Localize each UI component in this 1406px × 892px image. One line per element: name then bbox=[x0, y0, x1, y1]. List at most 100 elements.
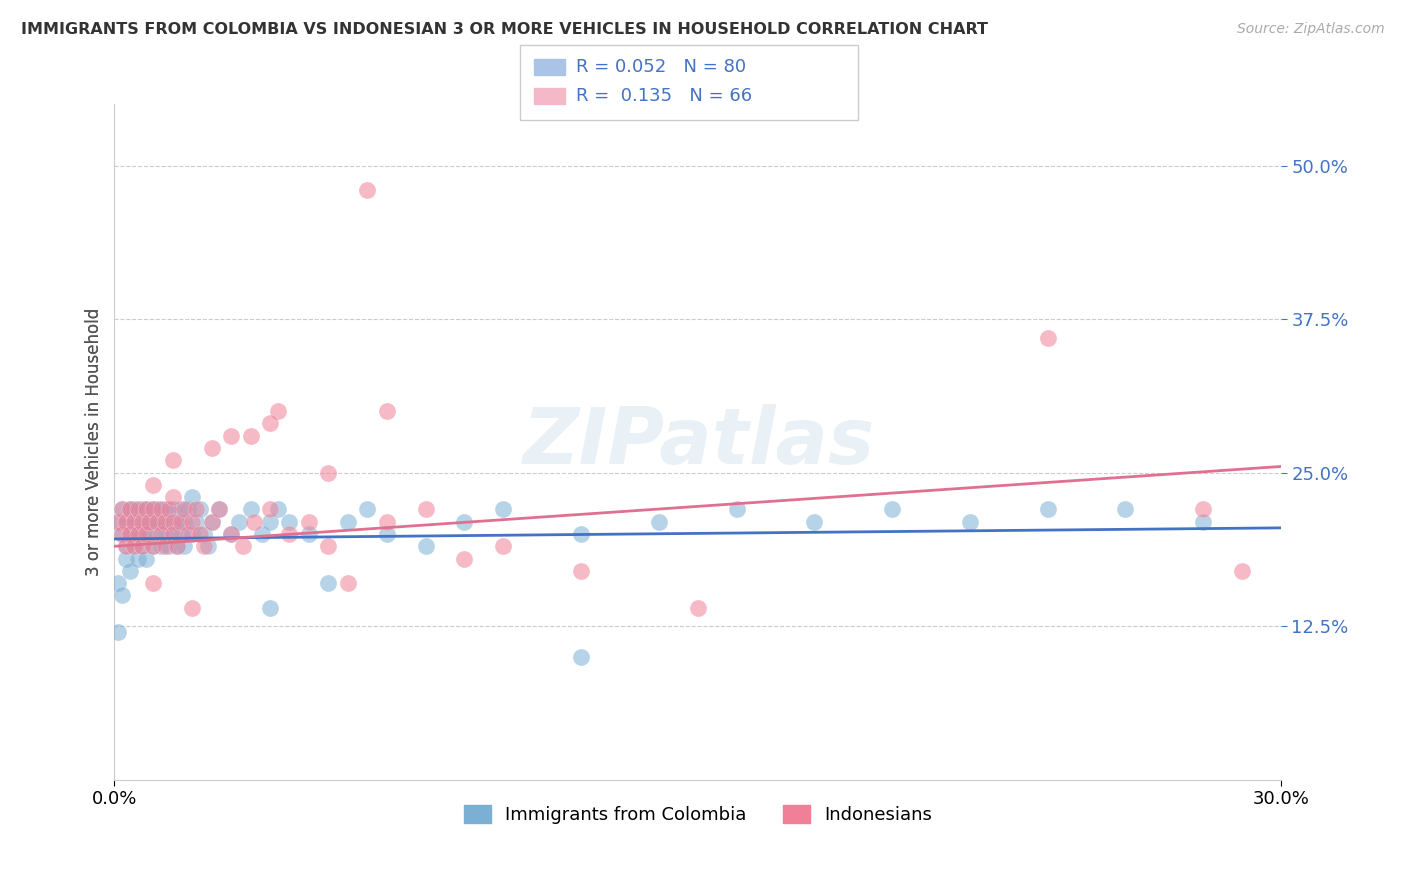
Text: R = 0.052   N = 80: R = 0.052 N = 80 bbox=[576, 58, 747, 76]
Point bbox=[142, 576, 165, 591]
Point bbox=[177, 527, 200, 541]
Point bbox=[122, 515, 145, 529]
Point bbox=[181, 490, 204, 504]
Point bbox=[278, 515, 301, 529]
Point bbox=[184, 515, 207, 529]
Y-axis label: 3 or more Vehicles in Household: 3 or more Vehicles in Household bbox=[86, 308, 103, 576]
Point bbox=[1036, 330, 1059, 344]
Point bbox=[184, 502, 207, 516]
Point bbox=[138, 515, 160, 529]
Point bbox=[193, 527, 215, 541]
Point bbox=[201, 515, 224, 529]
Point bbox=[157, 515, 180, 529]
Point bbox=[166, 515, 188, 529]
Point bbox=[316, 576, 339, 591]
Point bbox=[173, 502, 195, 516]
Point bbox=[150, 502, 173, 516]
Point bbox=[188, 527, 211, 541]
Point bbox=[882, 502, 904, 516]
Point bbox=[181, 527, 204, 541]
Point bbox=[492, 502, 515, 516]
Point bbox=[375, 404, 398, 418]
Point bbox=[173, 539, 195, 553]
Point bbox=[118, 502, 141, 516]
Point bbox=[131, 539, 153, 553]
Point bbox=[259, 417, 281, 431]
Point bbox=[1036, 502, 1059, 516]
Point bbox=[118, 527, 141, 541]
Point bbox=[142, 502, 165, 516]
Point bbox=[259, 502, 281, 516]
Point bbox=[107, 515, 129, 529]
Point bbox=[134, 527, 156, 541]
Point bbox=[146, 527, 169, 541]
Point bbox=[150, 539, 173, 553]
Point bbox=[208, 502, 231, 516]
Point bbox=[127, 551, 149, 566]
Point bbox=[127, 515, 149, 529]
Point bbox=[1230, 564, 1253, 578]
Text: ZIPatlas: ZIPatlas bbox=[522, 404, 875, 480]
Point bbox=[169, 502, 191, 516]
Point bbox=[146, 502, 169, 516]
Point bbox=[138, 515, 160, 529]
Point bbox=[181, 515, 204, 529]
Point bbox=[153, 502, 176, 516]
Point bbox=[492, 539, 515, 553]
Point bbox=[146, 515, 169, 529]
Point bbox=[142, 539, 165, 553]
Point bbox=[1192, 515, 1215, 529]
Point bbox=[177, 502, 200, 516]
Point bbox=[239, 502, 262, 516]
Point bbox=[169, 527, 191, 541]
Legend: Immigrants from Colombia, Indonesians: Immigrants from Colombia, Indonesians bbox=[457, 797, 939, 831]
Point bbox=[150, 527, 173, 541]
Point bbox=[415, 502, 437, 516]
Point bbox=[153, 527, 176, 541]
Point bbox=[162, 453, 184, 467]
Point bbox=[219, 527, 242, 541]
Point bbox=[453, 515, 475, 529]
Point bbox=[208, 502, 231, 516]
Point bbox=[142, 478, 165, 492]
Point bbox=[118, 502, 141, 516]
Point bbox=[453, 551, 475, 566]
Point bbox=[111, 502, 134, 516]
Point bbox=[127, 527, 149, 541]
Point bbox=[134, 502, 156, 516]
Point bbox=[725, 502, 748, 516]
Point bbox=[134, 502, 156, 516]
Point bbox=[298, 527, 321, 541]
Point bbox=[131, 539, 153, 553]
Point bbox=[336, 576, 359, 591]
Point bbox=[259, 515, 281, 529]
Point bbox=[138, 527, 160, 541]
Point bbox=[107, 515, 129, 529]
Point bbox=[162, 527, 184, 541]
Point bbox=[803, 515, 825, 529]
Point bbox=[173, 515, 195, 529]
Point bbox=[162, 490, 184, 504]
Point bbox=[122, 502, 145, 516]
Point bbox=[232, 539, 254, 553]
Point bbox=[162, 527, 184, 541]
Point bbox=[157, 502, 180, 516]
Point bbox=[219, 429, 242, 443]
Point bbox=[243, 515, 266, 529]
Point bbox=[134, 551, 156, 566]
Point bbox=[201, 515, 224, 529]
Point bbox=[150, 515, 173, 529]
Point bbox=[131, 515, 153, 529]
Point bbox=[959, 515, 981, 529]
Point bbox=[219, 527, 242, 541]
Point bbox=[415, 539, 437, 553]
Point bbox=[111, 527, 134, 541]
Point bbox=[162, 515, 184, 529]
Point bbox=[142, 539, 165, 553]
Point bbox=[239, 429, 262, 443]
Point bbox=[201, 441, 224, 455]
Point bbox=[153, 515, 176, 529]
Point bbox=[134, 515, 156, 529]
Point bbox=[115, 539, 138, 553]
Point bbox=[111, 527, 134, 541]
